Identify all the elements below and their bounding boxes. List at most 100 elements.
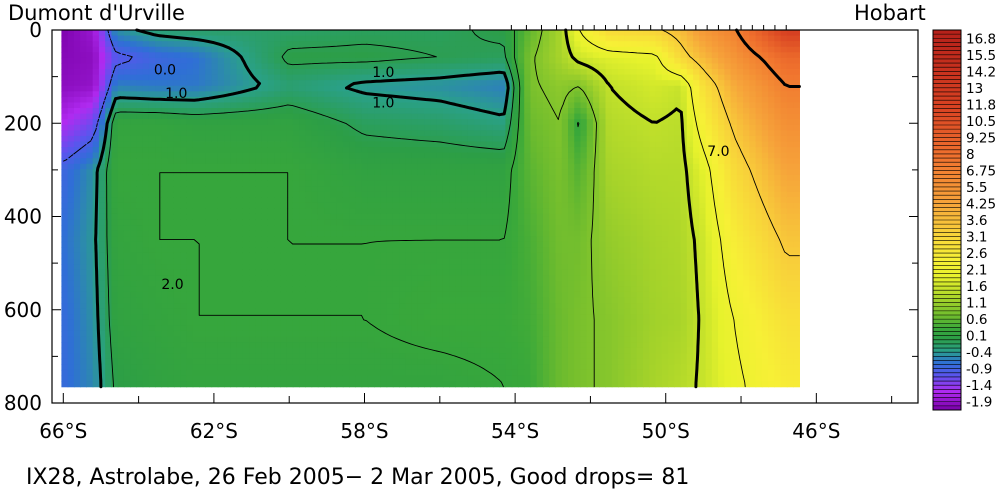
field-cell [67, 275, 75, 282]
field-cell [455, 342, 463, 349]
field-cell [61, 63, 69, 70]
field-cell [199, 358, 206, 365]
field-cell [424, 275, 431, 282]
field-cell [299, 191, 306, 198]
field-cell [461, 57, 469, 65]
field-cell [73, 91, 81, 98]
field-cell [211, 342, 219, 349]
field-cell [242, 369, 250, 377]
field-cell [430, 219, 438, 226]
field-cell [374, 74, 381, 81]
field-cell [61, 152, 69, 159]
field-cell [167, 57, 175, 65]
field-cell [173, 180, 181, 187]
field-cell [492, 74, 500, 81]
field-cell [217, 252, 225, 260]
field-cell [417, 41, 425, 48]
field-cell [155, 303, 163, 310]
field-cell [542, 180, 550, 187]
field-cell [474, 46, 482, 53]
field-cell [111, 280, 119, 287]
field-cell [361, 347, 369, 354]
field-cell [449, 314, 457, 321]
field-cell [486, 41, 494, 48]
field-cell [173, 52, 181, 59]
field-cell [455, 46, 463, 53]
field-cell [411, 236, 419, 243]
field-cell [517, 342, 525, 349]
field-cell [123, 275, 131, 282]
field-cell [67, 219, 75, 226]
field-cell [411, 286, 419, 293]
field-cell [542, 336, 550, 343]
field-cell [405, 124, 413, 131]
field-cell [392, 381, 400, 388]
field-cell [67, 130, 75, 137]
field-cell [424, 102, 431, 109]
field-cell [161, 247, 169, 254]
field-cell [123, 236, 131, 243]
field-cell [249, 147, 256, 154]
field-cell [142, 314, 150, 321]
field-cell [67, 303, 75, 310]
field-cell [536, 336, 544, 343]
field-cell [211, 180, 219, 187]
field-cell [405, 158, 413, 165]
field-cell [317, 152, 325, 159]
field-cell [349, 258, 356, 265]
field-cell [367, 347, 375, 354]
field-cell [305, 269, 313, 276]
field-cell [330, 191, 338, 198]
field-cell [542, 85, 550, 92]
field-cell [111, 186, 119, 193]
field-cell [155, 336, 163, 343]
field-cell [173, 381, 181, 388]
field-cell [486, 236, 494, 243]
field-cell [474, 347, 482, 354]
field-cell [230, 342, 238, 349]
field-cell [349, 208, 356, 215]
field-cell [224, 375, 231, 382]
field-cell [480, 158, 488, 165]
field-cell [311, 119, 319, 126]
field-cell [242, 252, 250, 260]
field-cell [205, 102, 213, 109]
field-cell [342, 264, 350, 271]
field-cell [374, 202, 381, 209]
field-cell [361, 303, 369, 310]
field-cell [505, 30, 513, 37]
field-cell [217, 135, 225, 143]
field-cell [105, 69, 113, 76]
field-cell [274, 303, 281, 310]
field-cell [324, 91, 331, 98]
field-cell [399, 336, 406, 343]
field-cell [361, 130, 369, 137]
field-cell [173, 197, 181, 204]
field-cell [349, 113, 356, 120]
field-cell [161, 252, 169, 260]
field-cell [167, 358, 175, 365]
field-cell [211, 158, 219, 165]
field-cell [399, 236, 406, 243]
field-cell [536, 258, 544, 265]
field-cell [211, 96, 219, 104]
field-cell [155, 247, 163, 254]
field-cell [486, 230, 494, 237]
field-cell [136, 330, 144, 338]
field-cell [499, 46, 507, 53]
field-cell [236, 108, 244, 115]
field-cell [280, 91, 288, 98]
field-cell [486, 325, 494, 332]
field-cell [230, 80, 238, 87]
field-cell [492, 252, 500, 260]
field-cell [392, 314, 400, 321]
field-cell [355, 69, 363, 76]
field-cell [492, 113, 500, 120]
field-cell [342, 124, 350, 131]
field-cell [374, 169, 381, 176]
field-cell [192, 286, 200, 293]
field-cell [480, 69, 488, 76]
field-cell [524, 158, 532, 165]
field-cell [480, 130, 488, 137]
field-cell [161, 330, 169, 338]
